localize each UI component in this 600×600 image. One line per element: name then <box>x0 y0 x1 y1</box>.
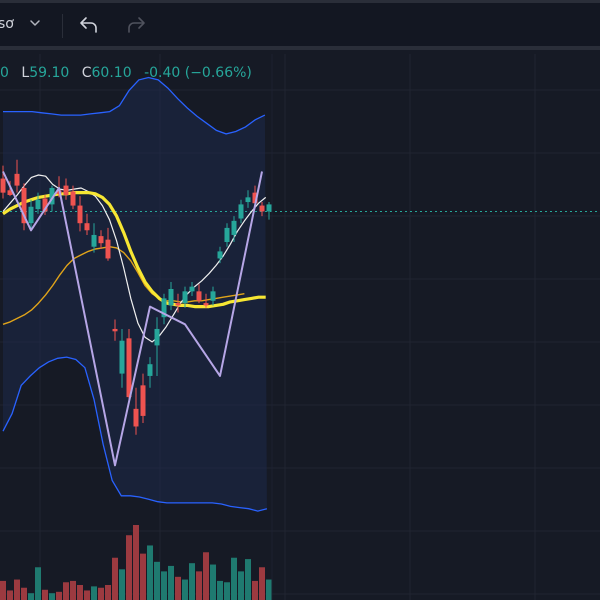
ma-thick-line <box>2 191 266 309</box>
volume-bar-26 <box>182 579 188 600</box>
candle-body-35 <box>245 197 251 203</box>
ohlc-legend: 0 L59.10 C60.10 -0.40 (−0.66%) <box>0 65 252 81</box>
toolbar-separator <box>62 14 63 38</box>
candle-body-18 <box>126 338 132 398</box>
volume-bar-30 <box>210 564 216 600</box>
candle-body-30 <box>210 291 216 301</box>
volume-bar-4 <box>28 593 34 600</box>
candle-body-15 <box>105 239 111 259</box>
volume-bar-36 <box>252 580 258 600</box>
candle-body-2 <box>14 173 20 186</box>
chevron-down-icon[interactable] <box>28 16 42 30</box>
candle-body-20 <box>140 385 146 416</box>
volume-bar-32 <box>224 582 230 600</box>
candle-body-33 <box>231 220 237 235</box>
candle-body-11 <box>77 205 83 224</box>
candle-body-29 <box>203 303 209 306</box>
volume-bar-37 <box>259 567 265 600</box>
toolbar-top-edge <box>0 0 600 3</box>
candle-body-31 <box>217 251 223 259</box>
volume-bar-35 <box>245 559 251 600</box>
volume-bar-22 <box>154 561 160 600</box>
volume-bar-17 <box>119 569 125 600</box>
candle-body-1 <box>7 190 13 195</box>
volume-bar-33 <box>231 557 237 600</box>
volume-bar-1 <box>7 590 13 600</box>
candle-body-10 <box>70 191 76 206</box>
chart-area[interactable] <box>0 54 600 600</box>
volume-bar-29 <box>203 552 209 600</box>
volume-bar-20 <box>140 553 146 600</box>
legend-close-label: C <box>81 65 92 81</box>
symbol-label[interactable]: sơ <box>0 16 14 32</box>
volume-bar-18 <box>126 535 132 600</box>
candle-body-6 <box>42 198 48 212</box>
volume-bar-10 <box>70 580 76 600</box>
undo-icon[interactable] <box>78 15 100 35</box>
candle-body-32 <box>224 227 230 242</box>
volume-bar-7 <box>49 593 55 600</box>
volume-bar-8 <box>56 591 62 600</box>
volume-bar-38 <box>266 579 272 600</box>
volume-bar-13 <box>91 586 97 600</box>
volume-bar-23 <box>161 571 167 600</box>
legend-low-label: L <box>21 65 30 81</box>
bollinger-upper-line <box>3 76 266 135</box>
legend-low-value: 59.10 <box>29 65 70 81</box>
volume-bar-24 <box>168 565 174 600</box>
top-toolbar: sơ <box>0 0 600 50</box>
candle-body-36 <box>252 192 258 204</box>
legend-close-value: 60.10 <box>91 65 132 81</box>
volume-bar-0 <box>0 580 6 600</box>
volume-bar-2 <box>14 579 20 600</box>
candle-body-13 <box>91 234 97 247</box>
volume-bar-12 <box>84 590 90 600</box>
legend-change: -0.40 (−0.66%) <box>144 65 252 81</box>
candle-body-17 <box>119 340 125 374</box>
candle-body-19 <box>133 408 139 427</box>
volume-bar-34 <box>238 571 244 600</box>
redo-icon <box>128 17 145 33</box>
candle-body-26 <box>182 291 188 304</box>
candle-body-5 <box>35 199 41 210</box>
bollinger-lower-line <box>2 356 268 512</box>
volume-bar-3 <box>21 587 27 600</box>
candle-body-27 <box>189 286 195 292</box>
volume-bar-31 <box>217 580 223 600</box>
volume-bar-15 <box>105 585 111 600</box>
volume-bar-16 <box>112 557 118 600</box>
volume-bar-21 <box>147 545 153 600</box>
candle-body-16 <box>112 328 118 332</box>
price-chart[interactable] <box>0 54 600 600</box>
candle-body-28 <box>196 291 202 301</box>
volume-bar-28 <box>196 571 202 600</box>
candle-body-7 <box>49 187 55 205</box>
volume-bar-14 <box>98 587 104 600</box>
volume-bar-27 <box>189 563 195 600</box>
bollinger-band-fill <box>3 77 267 512</box>
candle-body-21 <box>147 364 153 376</box>
ma-orange-line <box>2 245 245 325</box>
candle-body-14 <box>98 236 104 244</box>
candle-body-23 <box>161 298 167 318</box>
candle-body-4 <box>28 206 34 224</box>
candle-body-0 <box>0 178 6 193</box>
candle-body-38 <box>266 204 272 212</box>
candle-body-22 <box>154 328 160 346</box>
candle-body-3 <box>21 187 27 224</box>
volume-bar-6 <box>42 589 48 600</box>
legend-open-value: 0 <box>0 65 9 81</box>
volume-bar-25 <box>175 576 181 600</box>
candle-body-12 <box>84 223 90 231</box>
candle-body-9 <box>63 185 69 195</box>
candle-body-37 <box>259 205 265 212</box>
volume-bar-9 <box>63 582 69 600</box>
candle-body-24 <box>168 289 174 306</box>
candle-body-34 <box>238 204 244 219</box>
volume-bar-5 <box>35 567 41 600</box>
volume-bar-19 <box>133 525 139 600</box>
candle-body-25 <box>175 303 181 306</box>
volume-bar-11 <box>77 585 83 600</box>
zigzag-line <box>2 171 263 467</box>
